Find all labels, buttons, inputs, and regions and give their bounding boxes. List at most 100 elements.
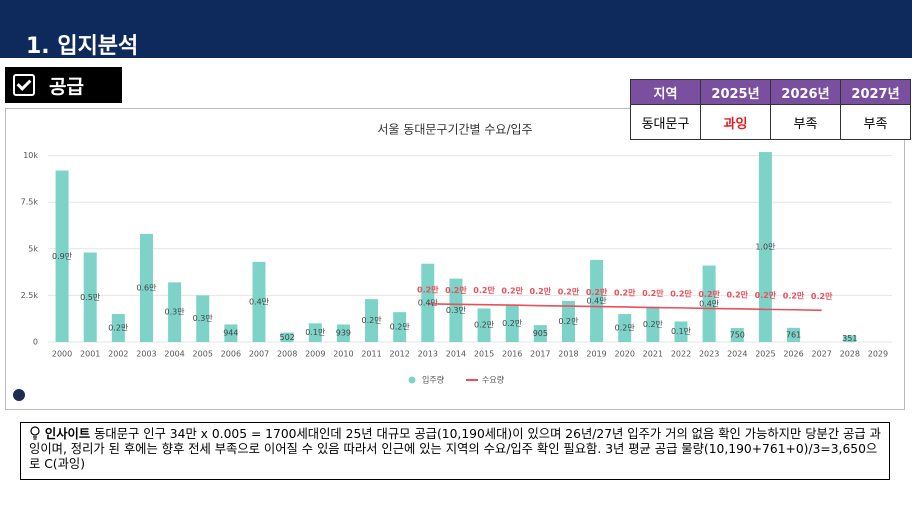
x-tick-label: 2029 <box>868 350 888 359</box>
bar-label: 0.4만 <box>699 299 720 308</box>
legend-label: 수요량 <box>482 375 505 385</box>
bar-label: 944 <box>223 329 238 338</box>
bar-label: 0.2만 <box>390 323 411 332</box>
demand-label: 0.2만 <box>586 287 608 297</box>
bar <box>139 233 153 342</box>
bar-label: 750 <box>730 331 745 340</box>
th: 2027년 <box>840 79 911 105</box>
logo-icon <box>13 389 25 401</box>
th: 지역 <box>630 79 701 105</box>
x-tick-label: 2005 <box>193 350 213 359</box>
x-tick-label: 2006 <box>221 350 241 359</box>
td: 부족 <box>840 104 911 140</box>
x-tick-label: 2025 <box>755 350 775 359</box>
bulb-icon <box>30 426 40 440</box>
bar-label: 0.2만 <box>502 319 523 328</box>
bar-label: 0.2만 <box>558 317 579 326</box>
bar <box>533 325 547 342</box>
demand-label: 0.2만 <box>473 285 495 295</box>
bar-label: 0.3만 <box>446 306 467 315</box>
th: 2025년 <box>700 79 771 105</box>
th: 2026년 <box>770 79 841 105</box>
x-tick-label: 2021 <box>643 350 663 359</box>
demand-label: 0.2만 <box>726 289 748 299</box>
y-tick-label: 7.5k <box>21 198 39 207</box>
demand-label: 0.2만 <box>445 285 467 295</box>
demand-label: 0.2만 <box>698 289 720 299</box>
demand-label: 0.2만 <box>558 287 580 297</box>
bar-label: 0.2만 <box>615 324 636 333</box>
bar <box>646 306 660 342</box>
chart-frame <box>5 108 905 410</box>
bar <box>308 323 322 342</box>
bar <box>758 152 772 342</box>
chart: 서울 동대문구기간별 수요/입주 0 2.5k 5k 7.5k 10k 2000 2001 20… <box>13 123 892 401</box>
bar <box>83 252 97 342</box>
bar <box>196 295 210 342</box>
x-tick-label: 2001 <box>80 350 100 359</box>
bar <box>561 300 575 342</box>
section-tag: 공급 <box>5 67 122 103</box>
demand-label: 0.2만 <box>783 290 805 300</box>
legend-label: 입주량 <box>422 375 445 385</box>
bar <box>702 265 716 342</box>
demand-label: 0.2만 <box>670 288 692 298</box>
bar <box>111 314 125 342</box>
insight-box: 인사이트 동대문구 인구 34만 x 0.005 = 1700세대인데 25년 … <box>20 422 890 480</box>
bar-label: 0.1만 <box>671 327 692 336</box>
y-tick-label: 2.5k <box>21 291 39 300</box>
bar <box>393 312 407 342</box>
bar-label: 0.3만 <box>165 308 186 317</box>
x-tick-label: 2000 <box>52 350 72 359</box>
demand-line <box>427 302 822 312</box>
bar <box>618 314 632 342</box>
demand-label: 0.2만 <box>755 290 777 300</box>
insight-label: 인사이트 <box>44 427 91 441</box>
y-tick-label: 10k <box>23 151 38 160</box>
x-tick-label: 2008 <box>277 350 297 359</box>
x-tick-label: 2019 <box>586 350 606 359</box>
header-title: 1. 입지분석 <box>0 0 912 59</box>
x-tick-label: 2022 <box>671 350 691 359</box>
bar-label: 1.0만 <box>755 243 776 252</box>
demand-label: 0.2만 <box>614 287 636 297</box>
x-tick-label: 2011 <box>361 350 381 359</box>
td: 부족 <box>770 104 841 140</box>
td: 동대문구 <box>630 104 701 140</box>
td: 과잉 <box>700 104 771 140</box>
demand-label: 0.2만 <box>811 291 833 301</box>
bar-label: 0.4만 <box>418 298 439 307</box>
bar-label: 0.4만 <box>587 296 608 305</box>
x-tick-label: 2015 <box>474 350 494 359</box>
tag-label: 공급 <box>49 75 84 98</box>
bar <box>252 261 266 342</box>
bar-label: 0.2만 <box>108 324 129 333</box>
bar <box>168 282 182 342</box>
x-tick-label: 2023 <box>699 350 719 359</box>
bar-label: 939 <box>336 329 351 338</box>
legend-swatch <box>408 376 416 384</box>
x-tick-label: 2020 <box>615 350 635 359</box>
y-tick-label: 5k <box>28 244 38 253</box>
x-tick-label: 2002 <box>108 350 128 359</box>
bar-label: 0.2만 <box>361 316 382 325</box>
bar-label: 0.2만 <box>474 321 495 330</box>
bar-label: 502 <box>279 333 294 342</box>
x-tick-label: 2017 <box>530 350 550 359</box>
bar <box>224 324 238 342</box>
x-tick-label: 2009 <box>305 350 325 359</box>
demand-label: 0.2만 <box>530 286 552 296</box>
bar-label: 0.3만 <box>193 314 214 323</box>
bar <box>674 321 688 342</box>
bar <box>449 278 463 342</box>
x-tick-label: 2004 <box>164 350 184 359</box>
bar <box>55 170 69 342</box>
bar-label: 0.1만 <box>305 328 326 337</box>
x-tick-label: 2026 <box>783 350 803 359</box>
demand-label: 0.2만 <box>642 288 664 298</box>
bar <box>843 335 857 342</box>
x-tick-label: 2013 <box>418 350 438 359</box>
table-header: 지역 2025년 2026년 2027년 <box>630 79 911 105</box>
bar-label: 351 <box>842 334 857 343</box>
x-tick-label: 2024 <box>727 350 747 359</box>
